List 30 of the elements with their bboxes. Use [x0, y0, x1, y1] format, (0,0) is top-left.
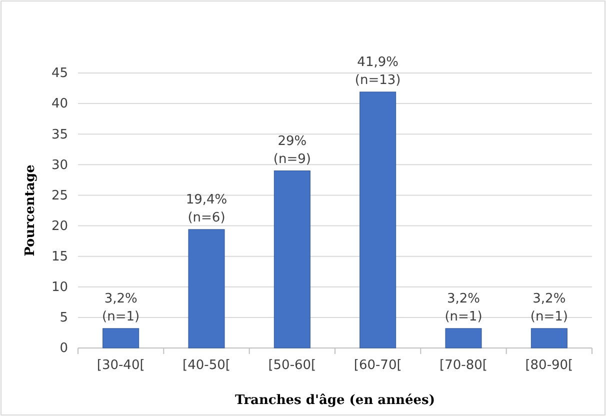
data-label: 3,2% (n=1)	[530, 291, 568, 324]
bar	[102, 328, 140, 348]
x-tick-label: [80-90[	[525, 358, 574, 374]
data-label: 41,9% (n=13)	[354, 54, 401, 88]
data-label: 3,2% (n=1)	[102, 291, 140, 324]
y-tick-label: 25	[51, 188, 68, 204]
y-tick-label: 5	[60, 310, 68, 326]
bar	[360, 92, 396, 348]
bar	[274, 170, 310, 348]
y-tick-label: 0	[60, 341, 68, 356]
x-tick-label: [30-40[	[96, 358, 145, 374]
data-label: 3,2% (n=1)	[444, 291, 482, 324]
bar	[530, 328, 568, 348]
bar	[445, 328, 482, 348]
y-tick-label: 45	[51, 66, 68, 82]
data-label: 19,4% (n=6)	[186, 192, 228, 226]
x-tick-label: [60-70[	[354, 358, 402, 374]
y-tick-label: 20	[51, 218, 68, 234]
data-label: 29% (n=9)	[273, 134, 311, 167]
y-tick-label: 30	[51, 158, 68, 173]
y-tick-label: 35	[51, 127, 68, 142]
x-tick-label: [40-50[	[182, 358, 230, 374]
x-axis-title: Tranches d'âge (en années)	[234, 393, 436, 408]
y-tick-label: 10	[51, 280, 68, 296]
y-tick-label: 15	[51, 249, 68, 264]
x-tick-label: [50-60[	[268, 358, 316, 374]
y-axis-title: Pourcentage	[23, 164, 38, 256]
bar	[188, 229, 225, 348]
y-tick-label: 40	[51, 96, 68, 112]
x-tick-label: [70-80[	[440, 358, 488, 374]
